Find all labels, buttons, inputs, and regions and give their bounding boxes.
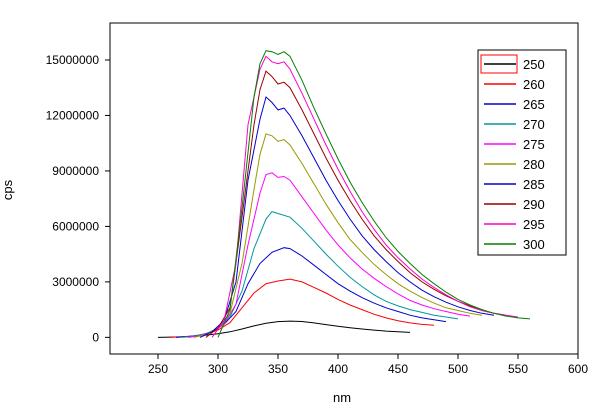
x-tick-label: 250 — [148, 362, 168, 376]
x-tick-label: 550 — [508, 362, 528, 376]
y-tick-label: 9000000 — [52, 164, 99, 178]
legend-label: 285 — [523, 177, 545, 192]
x-axis-title: nm — [333, 390, 351, 405]
series-line-290 — [205, 70, 507, 338]
series-line-270 — [181, 211, 459, 338]
legend-label: 295 — [523, 217, 545, 232]
y-tick-label: 0 — [92, 330, 99, 344]
x-tick-label: 300 — [208, 362, 228, 376]
legend-label: 275 — [523, 137, 545, 152]
series-line-265 — [175, 247, 447, 338]
legend: 250 260 265 270 275 280 285 290 295 300 — [477, 49, 567, 256]
legend-label: 260 — [523, 77, 545, 92]
series-line-260 — [169, 278, 435, 338]
y-axis-ticks: 0 3000000 6000000 9000000 12000000 15000000 — [46, 53, 110, 344]
legend-label: 270 — [523, 117, 545, 132]
y-tick-label: 12000000 — [46, 108, 100, 122]
legend-label: 280 — [523, 157, 545, 172]
series-lines — [157, 50, 531, 338]
series-line-250 — [157, 320, 411, 338]
legend-highlight — [480, 54, 518, 74]
series-line-275 — [187, 172, 471, 338]
x-tick-label: 350 — [268, 362, 288, 376]
series-line-295 — [211, 55, 519, 338]
y-tick-label: 15000000 — [46, 53, 100, 67]
legend-label: 300 — [523, 237, 545, 252]
y-tick-label: 3000000 — [52, 275, 99, 289]
series-line-300 — [217, 50, 531, 338]
x-axis-ticks: 250 300 350 400 450 500 550 600 — [148, 354, 588, 376]
x-tick-label: 500 — [448, 362, 468, 376]
legend-label: 265 — [523, 97, 545, 112]
legend-label: 250 — [523, 57, 545, 72]
series-line-280 — [193, 133, 483, 338]
y-tick-label: 6000000 — [52, 219, 99, 233]
x-tick-label: 600 — [568, 362, 588, 376]
series-line-285 — [199, 96, 495, 338]
plot-frame — [109, 22, 579, 355]
y-axis-title: cps — [0, 179, 15, 200]
legend-label: 290 — [523, 197, 545, 212]
x-tick-label: 400 — [328, 362, 348, 376]
x-tick-label: 450 — [388, 362, 408, 376]
